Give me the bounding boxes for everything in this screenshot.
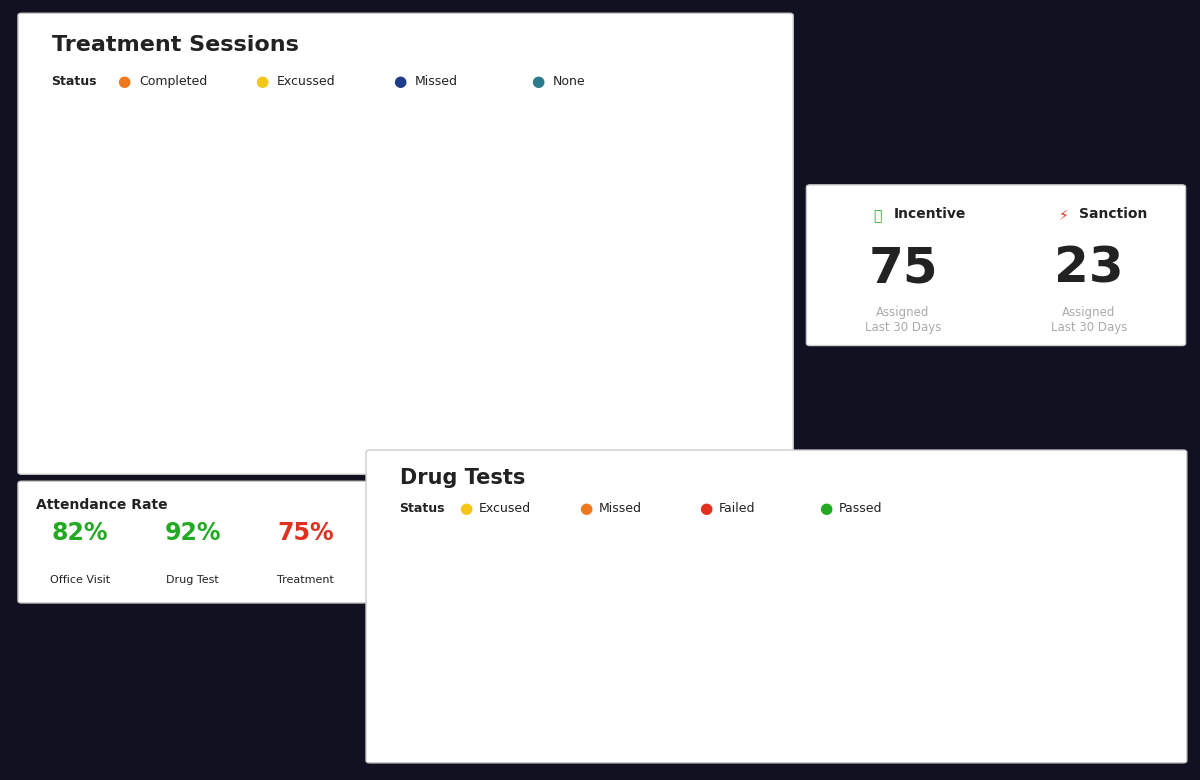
Text: ⚡: ⚡ (1060, 209, 1069, 223)
Text: 🏆: 🏆 (874, 209, 881, 223)
Bar (77, 198, 100, 441)
Bar (466, 413, 488, 441)
Bar (581, 381, 604, 441)
Bar (100, 406, 121, 441)
Bar (488, 426, 510, 441)
Text: Status: Status (400, 502, 445, 515)
Text: ●: ● (394, 74, 407, 90)
Bar (143, 381, 164, 441)
Bar (444, 431, 466, 441)
Bar (436, 702, 468, 722)
Text: Incentive: Incentive (894, 207, 966, 221)
Bar (881, 700, 913, 722)
Bar (1103, 589, 1135, 722)
Text: Treatment Sessions: Treatment Sessions (52, 35, 299, 55)
Text: ●: ● (580, 501, 593, 516)
Text: Excussed: Excussed (277, 76, 336, 88)
Bar (674, 422, 696, 441)
Text: Office Visit: Office Visit (49, 575, 110, 584)
Text: Status: Status (52, 76, 97, 88)
Bar (604, 356, 625, 441)
Bar (214, 426, 236, 441)
Bar (422, 245, 444, 441)
Bar (538, 215, 559, 441)
Text: ●: ● (256, 74, 269, 90)
Bar (329, 413, 352, 441)
Bar (121, 394, 143, 441)
Bar (373, 431, 395, 441)
Bar (1006, 713, 1038, 722)
Text: ●: ● (820, 501, 833, 516)
Text: Passed: Passed (839, 502, 882, 515)
Bar (1038, 707, 1070, 722)
Bar (718, 428, 740, 441)
Bar (696, 432, 718, 441)
Text: 75%: 75% (277, 521, 334, 544)
Bar (658, 707, 690, 722)
Bar (500, 707, 533, 722)
Text: Missed: Missed (599, 502, 642, 515)
Bar (352, 397, 373, 441)
Text: 82%: 82% (52, 521, 108, 544)
Bar (468, 693, 500, 722)
Bar (913, 589, 944, 722)
Text: None: None (553, 76, 586, 88)
Bar (258, 418, 280, 441)
Text: ●: ● (118, 74, 131, 90)
Bar (533, 597, 565, 722)
Text: Completed: Completed (139, 76, 208, 88)
Text: Attendance Rate: Attendance Rate (36, 498, 168, 512)
Bar (559, 401, 581, 441)
Text: Missed: Missed (415, 76, 458, 88)
Text: Drug Test: Drug Test (167, 575, 218, 584)
Bar (653, 274, 674, 441)
Text: ●: ● (460, 501, 473, 516)
Text: Drug Tests: Drug Tests (400, 468, 524, 488)
Text: 92%: 92% (164, 521, 221, 544)
Bar (192, 245, 214, 441)
Bar (626, 702, 658, 722)
Text: Assigned
Last 30 Days: Assigned Last 30 Days (1051, 306, 1127, 334)
Bar (1070, 700, 1103, 722)
Bar (307, 286, 329, 441)
Text: Sanction: Sanction (1080, 207, 1147, 221)
Bar (690, 707, 722, 722)
Bar (722, 580, 755, 722)
Bar (236, 407, 258, 441)
Text: 75: 75 (868, 244, 938, 292)
Text: Assigned
Last 30 Days: Assigned Last 30 Days (865, 306, 941, 334)
Text: 23: 23 (1054, 244, 1124, 292)
Text: Failed: Failed (719, 502, 755, 515)
Text: ●: ● (532, 74, 545, 90)
Bar (848, 707, 881, 722)
Bar (816, 713, 848, 722)
Text: ●: ● (700, 501, 713, 516)
Text: Excused: Excused (479, 502, 530, 515)
Text: Treatment: Treatment (277, 575, 334, 584)
